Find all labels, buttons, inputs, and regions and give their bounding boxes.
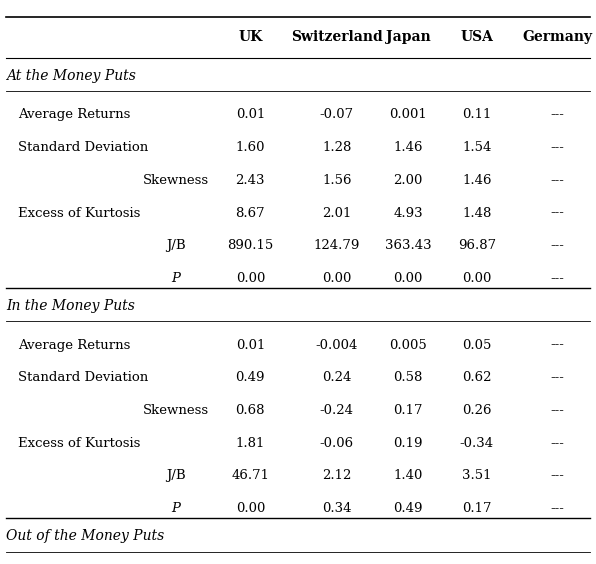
Text: Standard Deviation: Standard Deviation: [18, 141, 148, 154]
Text: 124.79: 124.79: [313, 239, 360, 252]
Text: Average Returns: Average Returns: [18, 338, 131, 351]
Text: 2.00: 2.00: [393, 174, 423, 187]
Text: 0.00: 0.00: [393, 272, 423, 285]
Text: ---: ---: [550, 206, 564, 219]
Text: 0.68: 0.68: [235, 404, 265, 417]
Text: 0.49: 0.49: [235, 371, 265, 384]
Text: 2.43: 2.43: [235, 174, 265, 187]
Text: -0.004: -0.004: [315, 338, 358, 351]
Text: ---: ---: [550, 174, 564, 187]
Text: 0.05: 0.05: [462, 338, 492, 351]
Text: 1.46: 1.46: [393, 141, 423, 154]
Text: Out of the Money Puts: Out of the Money Puts: [6, 530, 164, 543]
Text: 0.49: 0.49: [393, 502, 423, 515]
Text: 363.43: 363.43: [385, 239, 432, 252]
Text: 2.12: 2.12: [322, 469, 352, 482]
Text: 8.67: 8.67: [235, 206, 265, 219]
Text: ---: ---: [550, 239, 564, 252]
Text: 46.71: 46.71: [231, 469, 269, 482]
Text: 0.005: 0.005: [389, 338, 427, 351]
Text: ---: ---: [550, 502, 564, 515]
Text: 1.60: 1.60: [235, 141, 265, 154]
Text: 0.19: 0.19: [393, 437, 423, 450]
Text: 1.28: 1.28: [322, 141, 352, 154]
Text: ---: ---: [550, 371, 564, 384]
Text: 1.48: 1.48: [462, 206, 492, 219]
Text: ---: ---: [550, 141, 564, 154]
Text: Standard Deviation: Standard Deviation: [18, 371, 148, 384]
Text: ---: ---: [550, 108, 564, 121]
Text: 0.00: 0.00: [322, 272, 352, 285]
Text: 0.01: 0.01: [235, 108, 265, 121]
Text: 3.51: 3.51: [462, 469, 492, 482]
Text: ---: ---: [550, 338, 564, 351]
Text: ---: ---: [550, 404, 564, 417]
Text: 0.11: 0.11: [462, 108, 492, 121]
Text: 0.26: 0.26: [462, 404, 492, 417]
Text: 0.58: 0.58: [393, 371, 423, 384]
Text: In the Money Puts: In the Money Puts: [6, 299, 135, 313]
Text: 0.24: 0.24: [322, 371, 352, 384]
Text: Skewness: Skewness: [143, 174, 209, 187]
Text: -0.06: -0.06: [319, 437, 354, 450]
Text: -0.24: -0.24: [319, 404, 354, 417]
Text: USA: USA: [460, 30, 493, 44]
Text: -0.07: -0.07: [319, 108, 354, 121]
Text: UK: UK: [238, 30, 262, 44]
Text: 0.34: 0.34: [322, 502, 352, 515]
Text: ---: ---: [550, 469, 564, 482]
Text: -0.34: -0.34: [460, 437, 494, 450]
Text: Excess of Kurtosis: Excess of Kurtosis: [18, 206, 140, 219]
Text: 1.40: 1.40: [393, 469, 423, 482]
Text: At the Money Puts: At the Money Puts: [6, 69, 136, 83]
Text: J/B: J/B: [166, 469, 185, 482]
Text: J/B: J/B: [166, 239, 185, 252]
Text: 0.001: 0.001: [389, 108, 427, 121]
Text: Average Returns: Average Returns: [18, 108, 131, 121]
Text: 1.46: 1.46: [462, 174, 492, 187]
Text: P: P: [172, 502, 180, 515]
Text: P: P: [172, 272, 180, 285]
Text: Excess of Kurtosis: Excess of Kurtosis: [18, 437, 140, 450]
Text: Switzerland: Switzerland: [291, 30, 383, 44]
Text: 0.62: 0.62: [462, 371, 492, 384]
Text: 2.01: 2.01: [322, 206, 352, 219]
Text: Skewness: Skewness: [143, 404, 209, 417]
Text: 1.56: 1.56: [322, 174, 352, 187]
Text: 0.00: 0.00: [462, 272, 492, 285]
Text: 0.17: 0.17: [462, 502, 492, 515]
Text: 890.15: 890.15: [227, 239, 274, 252]
Text: 1.54: 1.54: [462, 141, 492, 154]
Text: 0.00: 0.00: [235, 502, 265, 515]
Text: ---: ---: [550, 272, 564, 285]
Text: 1.81: 1.81: [235, 437, 265, 450]
Text: 0.01: 0.01: [235, 338, 265, 351]
Text: ---: ---: [550, 437, 564, 450]
Text: 0.17: 0.17: [393, 404, 423, 417]
Text: Japan: Japan: [386, 30, 431, 44]
Text: 0.00: 0.00: [235, 272, 265, 285]
Text: Germany: Germany: [522, 30, 592, 44]
Text: 96.87: 96.87: [458, 239, 496, 252]
Text: 4.93: 4.93: [393, 206, 423, 219]
